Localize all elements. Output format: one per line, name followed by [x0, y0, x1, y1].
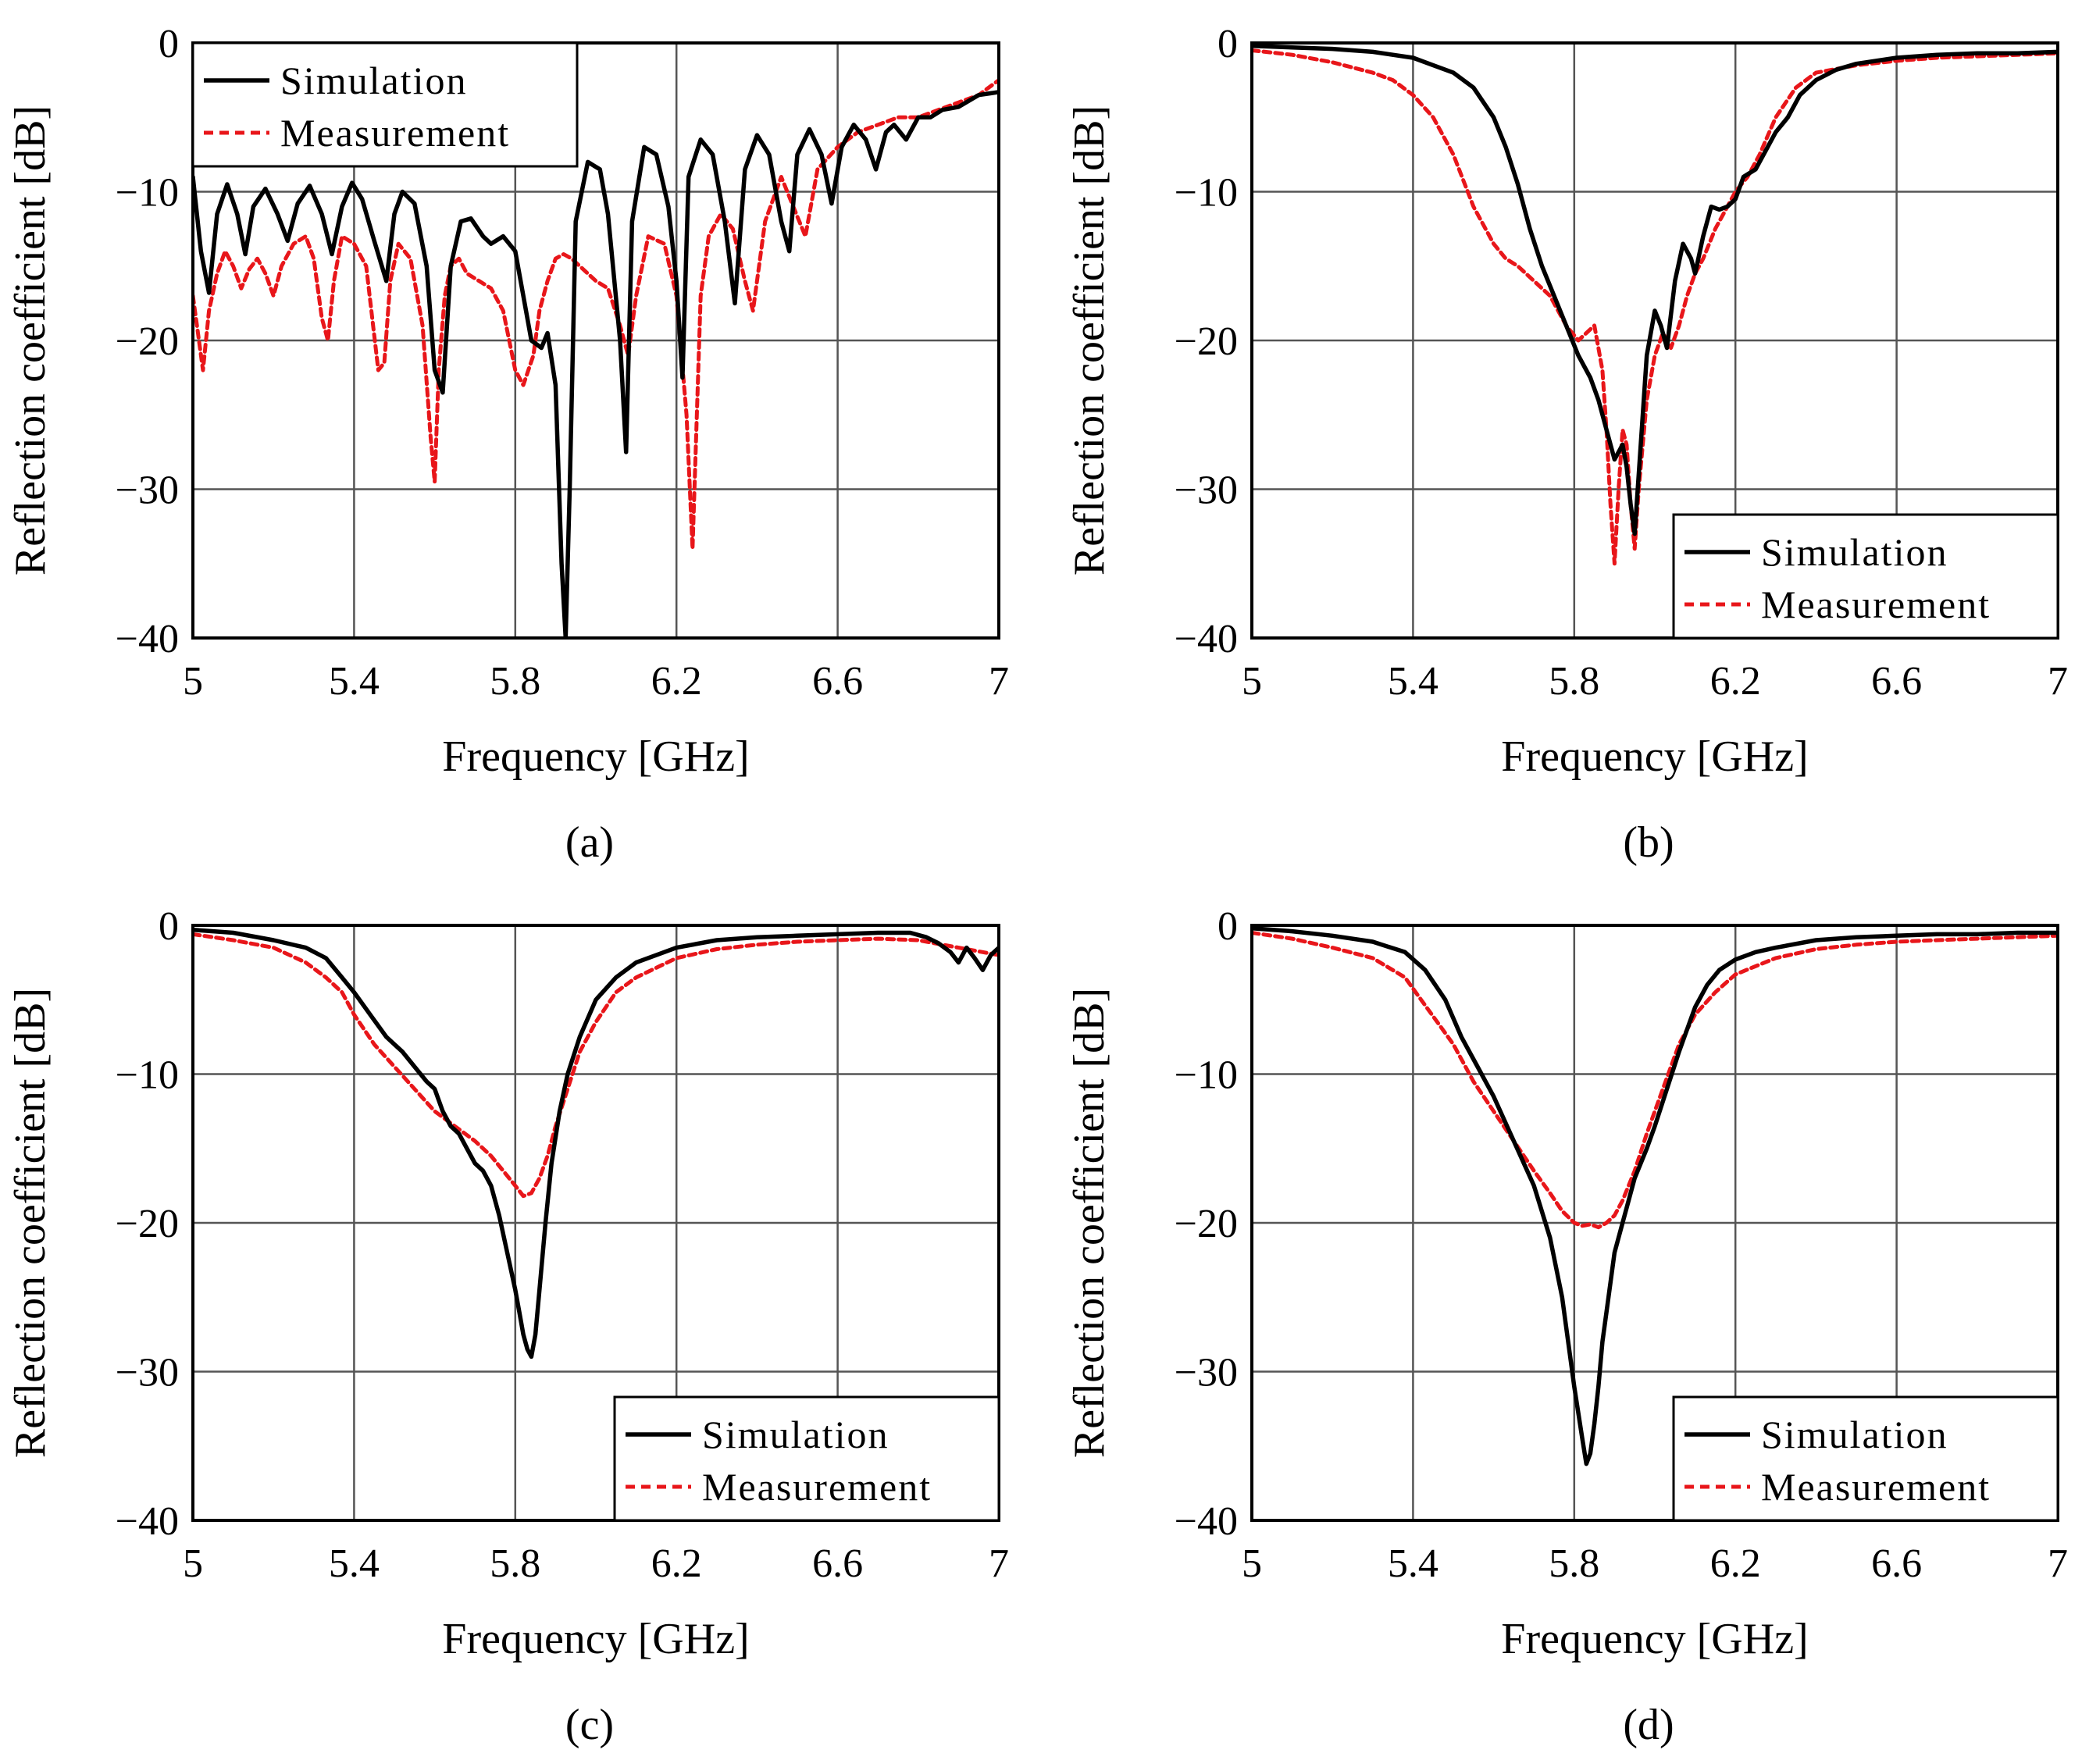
chart-panel-1: 5 5.4 5.8 6.2 6.6 7 0 −10 −20 −30 −40 Frequency [GH…: [6, 22, 1009, 867]
series-measurement-line: [1252, 48, 2058, 566]
x-tick-label: 5.8: [1549, 1541, 1599, 1586]
series-measurement-line: [193, 932, 999, 1199]
x-tick-label: 5: [1242, 659, 1262, 704]
x-tick-label: 6.6: [1871, 1541, 1922, 1586]
panel-caption: (c): [565, 1701, 614, 1749]
series-simulation-line: [193, 927, 999, 1360]
series-simulation-line: [1252, 926, 2058, 1466]
plot-frame: [1250, 41, 2059, 640]
legend: Simulation Measurement: [1672, 1395, 2059, 1522]
series-group: [193, 927, 999, 1360]
series-group: [193, 78, 999, 640]
x-axis-label: Frequency [GHz]: [442, 732, 749, 781]
x-tick-label: 7: [989, 659, 1009, 704]
series-measurement-line: [193, 78, 999, 551]
series-group: [1252, 44, 2058, 566]
y-axis-label: Reflection coefficient [dB]: [6, 988, 55, 1458]
y-tick-label: −20: [1175, 319, 1238, 364]
y-tick-label: −10: [116, 1053, 179, 1098]
plot-frame: [191, 41, 1000, 640]
x-tick-label: 6.6: [1871, 659, 1922, 704]
y-tick-label: −10: [116, 171, 179, 216]
y-tick-label: −20: [116, 319, 179, 364]
chart-panel-4: 5 5.4 5.8 6.2 6.6 7 0 −10 −20 −30 −40 Frequency [GH…: [1065, 904, 2068, 1749]
legend-label-measurement: Measurement: [1761, 1465, 1991, 1509]
x-tick-label: 7: [2048, 1541, 2068, 1586]
x-tick-label: 7: [989, 1541, 1009, 1586]
x-tick-label: 6.6: [812, 1541, 863, 1586]
x-tick-label: 5: [183, 1541, 203, 1586]
grid: [1252, 925, 2058, 1520]
legend: Simulation Measurement: [1672, 513, 2059, 640]
series-simulation-line: [193, 90, 999, 640]
y-tick-label: 0: [159, 22, 179, 66]
legend-label-measurement: Measurement: [702, 1465, 932, 1509]
panels: 5 5.4 5.8 6.2 6.6 7 0 −10 −20 −30 −40 Frequency [GH…: [6, 22, 2068, 1749]
x-tick-label: 5.8: [490, 659, 540, 704]
x-tick-label: 6.6: [812, 659, 863, 704]
chart-panel-3: 5 5.4 5.8 6.2 6.6 7 0 −10 −20 −30 −40 Frequency [GH…: [6, 904, 1009, 1749]
y-tick-label: −40: [1175, 617, 1238, 661]
x-tick-label: 6.2: [1710, 659, 1761, 704]
y-tick-label: −20: [1175, 1202, 1238, 1246]
y-tick-label: −30: [1175, 469, 1238, 513]
panel-caption: (d): [1623, 1701, 1674, 1749]
series-group: [1252, 926, 2058, 1466]
legend-label-simulation: Simulation: [1761, 1413, 1948, 1456]
x-tick-label: 5.4: [329, 659, 380, 704]
y-tick-label: 0: [1217, 22, 1238, 66]
legend-box: [1672, 513, 2059, 640]
x-tick-label: 7: [2048, 659, 2068, 704]
y-axis-label: Reflection coefficient [dB]: [1065, 988, 1114, 1458]
x-tick-label: 5: [1242, 1541, 1262, 1586]
legend-label-measurement: Measurement: [280, 111, 510, 155]
x-tick-label: 5.8: [490, 1541, 540, 1586]
x-axis-label: Frequency [GHz]: [1501, 1615, 1808, 1663]
y-axis-label: Reflection coefficient [dB]: [1065, 105, 1114, 576]
plot-frame: [1250, 924, 2059, 1522]
legend-box: [1672, 1395, 2059, 1522]
x-tick-label: 5.4: [1388, 1541, 1439, 1586]
legend-box: [191, 41, 579, 168]
x-tick-label: 6.2: [651, 1541, 702, 1586]
y-tick-label: −30: [116, 1351, 179, 1395]
x-axis-label: Frequency [GHz]: [1501, 732, 1808, 781]
x-tick-label: 5.4: [329, 1541, 380, 1586]
y-tick-label: −30: [1175, 1351, 1238, 1395]
y-tick-label: −40: [116, 1499, 179, 1544]
panel-caption: (a): [565, 818, 614, 867]
x-tick-label: 6.2: [1710, 1541, 1761, 1586]
y-tick-label: −40: [116, 617, 179, 661]
legend: Simulation Measurement: [613, 1395, 1000, 1522]
y-tick-label: −20: [116, 1202, 179, 1246]
x-tick-label: 6.2: [651, 659, 702, 704]
y-tick-label: 0: [1217, 904, 1238, 949]
y-axis-label: Reflection coefficient [dB]: [6, 105, 55, 576]
series-simulation-line: [1252, 44, 2058, 536]
legend-label-simulation: Simulation: [280, 59, 467, 102]
y-tick-label: −40: [1175, 1499, 1238, 1544]
x-axis-label: Frequency [GHz]: [442, 1615, 749, 1663]
legend-box: [613, 1395, 1000, 1522]
plot-frame: [191, 924, 1000, 1522]
legend-label-measurement: Measurement: [1761, 583, 1991, 626]
x-tick-label: 5.8: [1549, 659, 1599, 704]
y-tick-label: −30: [116, 469, 179, 513]
series-measurement-line: [1252, 931, 2058, 1230]
y-tick-label: −10: [1175, 171, 1238, 216]
y-tick-label: 0: [159, 904, 179, 949]
legend: Simulation Measurement: [191, 41, 579, 168]
panel-caption: (b): [1623, 818, 1674, 867]
x-tick-label: 5.4: [1388, 659, 1439, 704]
legend-label-simulation: Simulation: [1761, 530, 1948, 574]
x-tick-label: 5: [183, 659, 203, 704]
legend-label-simulation: Simulation: [702, 1413, 889, 1456]
chart-panel-2: 5 5.4 5.8 6.2 6.6 7 0 −10 −20 −30 −40 Frequency [GH…: [1065, 22, 2068, 867]
y-tick-label: −10: [1175, 1053, 1238, 1098]
